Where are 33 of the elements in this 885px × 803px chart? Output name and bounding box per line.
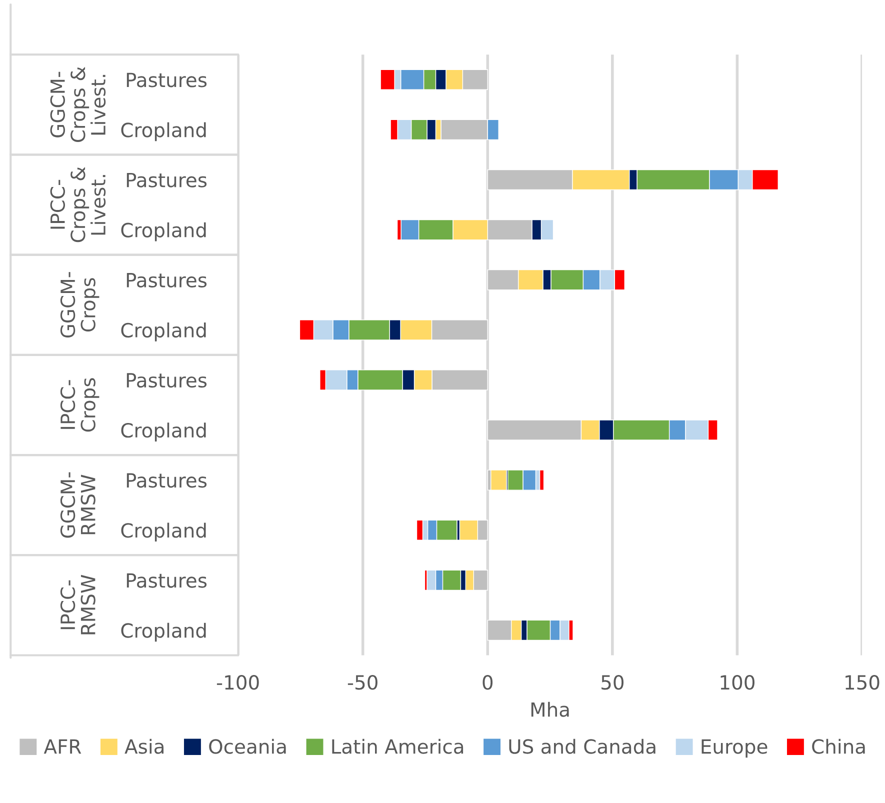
y-tick-label: Cropland	[121, 422, 206, 442]
text: IPCC- RMSW	[60, 574, 96, 634]
legend-label: US and Canada	[509, 738, 656, 754]
x-tick-label: 50	[602, 675, 624, 690]
x-tick-label: 0	[482, 675, 493, 690]
y-tick-label: Pastures	[126, 273, 207, 288]
x-axis-title: Mha	[531, 702, 569, 717]
text: IPCC- Crops	[60, 378, 100, 432]
y-tick-label: Cropland	[121, 222, 206, 242]
y-tick-label: Cropland	[121, 122, 206, 142]
y-tick-label: Pastures	[126, 373, 207, 388]
x-tick-label: 100	[720, 675, 754, 690]
y-tick-label: Cropland	[121, 522, 206, 542]
legend-label: Europe	[702, 739, 768, 758]
text: GGCM- Crops	[60, 272, 100, 338]
legend-label: AFR	[44, 739, 82, 754]
bar	[539, 470, 544, 490]
text: IPCC- Crops & Livest.	[50, 166, 106, 242]
legend-label: Asia	[124, 738, 164, 754]
y-tick-label: Pastures	[126, 573, 207, 588]
y-tick-label: Pastures	[126, 72, 207, 88]
legend-label: Latin America	[332, 738, 464, 754]
x-tick-label: 150	[846, 675, 880, 690]
text: GGCM- Crops & Livest.	[50, 66, 106, 142]
x-tick-label: -50	[348, 675, 378, 690]
y-tick-label: Pastures	[126, 473, 207, 488]
x-tick-label: -100	[216, 675, 259, 690]
text: GGCM- RMSW	[60, 472, 96, 538]
y-tick-label: Pastures	[126, 172, 207, 188]
y-tick-label: Cropland	[121, 622, 206, 642]
y-tick-label: Cropland	[121, 322, 206, 342]
legend-label: China	[812, 738, 865, 754]
legend-label: Oceania	[209, 738, 286, 754]
